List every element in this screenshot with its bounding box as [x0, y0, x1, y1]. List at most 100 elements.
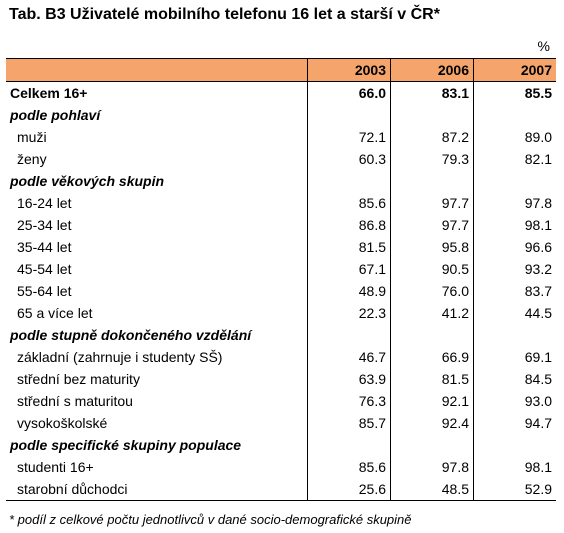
table-row: 35-44 let 81.5 95.8 96.6: [6, 236, 556, 258]
row-label: 16-24 let: [17, 195, 72, 211]
empty-cell: [307, 170, 391, 192]
section-label: podle stupně dokončeného vzdělání: [10, 327, 252, 343]
value-cell: 66.0: [307, 81, 391, 104]
table-row: 65 a více let 22.3 41.2 44.5: [6, 302, 556, 324]
row-label: vysokoškolské: [17, 415, 108, 431]
section-header-row: podle věkových skupin: [6, 170, 556, 192]
row-label: starobní důchodci: [6, 478, 308, 501]
value-cell: 48.5: [390, 478, 474, 501]
value-cell: 66.9: [390, 346, 474, 368]
section-label: podle specifické skupiny populace: [10, 437, 242, 453]
empty-cell: [307, 434, 391, 456]
year-header: 2007: [473, 58, 556, 82]
footnote: * podíl z celkové počtu jednotlivců v da…: [9, 512, 412, 527]
value-cell: 85.5: [473, 81, 556, 104]
value-cell: 93.0: [473, 390, 556, 412]
value-cell: 60.3: [307, 148, 391, 170]
value-cell: 83.7: [473, 280, 556, 302]
value-cell: 97.7: [390, 192, 474, 214]
value-cell: 98.1: [473, 456, 556, 478]
value-cell: 44.5: [473, 302, 556, 324]
row-label: 55-64 let: [17, 283, 72, 299]
row-label: střední s maturitou: [17, 393, 133, 409]
table-row: základní (zahrnuje i studenty SŠ) 46.7 66.…: [6, 346, 556, 368]
section-label: podle pohlaví: [10, 107, 101, 123]
value-cell: 82.1: [473, 148, 556, 170]
row-label: střední bez maturity: [17, 371, 140, 387]
value-cell: 92.1: [390, 390, 474, 412]
value-cell: 98.1: [473, 214, 556, 236]
value-cell: 83.1: [390, 81, 474, 104]
value-cell: 81.5: [307, 236, 391, 258]
table-row: ženy 60.3 79.3 82.1: [6, 148, 556, 170]
row-label: základní (zahrnuje i studenty SŠ): [17, 349, 223, 365]
value-cell: 85.6: [307, 192, 391, 214]
table-row: 16-24 let 85.6 97.7 97.8: [6, 192, 556, 214]
header-empty-cell: [6, 58, 308, 82]
row-label: 65 a více let: [17, 305, 93, 321]
value-cell: 89.0: [473, 126, 556, 148]
empty-cell: [390, 434, 474, 456]
data-table: 2003 2006 2007 Celkem 16+ 66.0 83.1 85.5…: [6, 58, 556, 501]
year-header: 2003: [307, 58, 391, 82]
section-header-row: podle stupně dokončeného vzdělání: [6, 324, 556, 346]
value-cell: 97.7: [390, 214, 474, 236]
empty-cell: [307, 324, 391, 346]
section-label: podle věkových skupin: [10, 173, 165, 189]
table-row: 55-64 let 48.9 76.0 83.7: [6, 280, 556, 302]
value-cell: 76.0: [390, 280, 474, 302]
table-row: vysokoškolské 85.7 92.4 94.7: [6, 412, 556, 434]
table-row: 45-54 let 67.1 90.5 93.2: [6, 258, 556, 280]
table-row: 25-34 let 86.8 97.7 98.1: [6, 214, 556, 236]
empty-cell: [390, 104, 474, 126]
table-row: starobní důchodci 25.6 48.5 52.9: [6, 478, 556, 501]
empty-cell: [390, 170, 474, 192]
table-row: muži 72.1 87.2 89.0: [6, 126, 556, 148]
row-label: muži: [17, 129, 47, 145]
section-header-row: podle specifické skupiny populace: [6, 434, 556, 456]
value-cell: 67.1: [307, 258, 391, 280]
header-row: 2003 2006 2007: [6, 58, 556, 82]
value-cell: 87.2: [390, 126, 474, 148]
value-cell: 92.4: [390, 412, 474, 434]
value-cell: 25.6: [307, 478, 391, 501]
value-cell: 69.1: [473, 346, 556, 368]
value-cell: 84.5: [473, 368, 556, 390]
value-cell: 93.2: [473, 258, 556, 280]
value-cell: 46.7: [307, 346, 391, 368]
value-cell: 41.2: [390, 302, 474, 324]
row-label: 35-44 let: [17, 239, 72, 255]
row-label: ženy: [17, 151, 47, 167]
value-cell: 94.7: [473, 412, 556, 434]
empty-cell: [473, 434, 556, 456]
empty-cell: [473, 324, 556, 346]
row-label: 45-54 let: [17, 261, 72, 277]
empty-cell: [473, 104, 556, 126]
table-body: 2003 2006 2007 Celkem 16+ 66.0 83.1 85.5…: [6, 58, 556, 501]
value-cell: 63.9: [307, 368, 391, 390]
row-label: 25-34 let: [17, 217, 72, 233]
empty-cell: [473, 170, 556, 192]
value-cell: 81.5: [390, 368, 474, 390]
table-row: střední s maturitou 76.3 92.1 93.0: [6, 390, 556, 412]
value-cell: 52.9: [473, 478, 556, 501]
unit-label: %: [537, 38, 550, 54]
empty-cell: [390, 324, 474, 346]
year-header: 2006: [390, 58, 474, 82]
value-cell: 85.6: [307, 456, 391, 478]
value-cell: 97.8: [473, 192, 556, 214]
value-cell: 96.6: [473, 236, 556, 258]
table-row: střední bez maturity 63.9 81.5 84.5: [6, 368, 556, 390]
value-cell: 97.8: [390, 456, 474, 478]
total-label: Celkem 16+: [10, 85, 88, 101]
value-cell: 48.9: [307, 280, 391, 302]
value-cell: 85.7: [307, 412, 391, 434]
value-cell: 86.8: [307, 214, 391, 236]
value-cell: 76.3: [307, 390, 391, 412]
section-header-row: podle pohlaví: [6, 104, 556, 126]
value-cell: 72.1: [307, 126, 391, 148]
value-cell: 79.3: [390, 148, 474, 170]
table-row: studenti 16+ 85.6 97.8 98.1: [6, 456, 556, 478]
table-title: Tab. B3 Uživatelé mobilního telefonu 16 …: [9, 6, 440, 23]
